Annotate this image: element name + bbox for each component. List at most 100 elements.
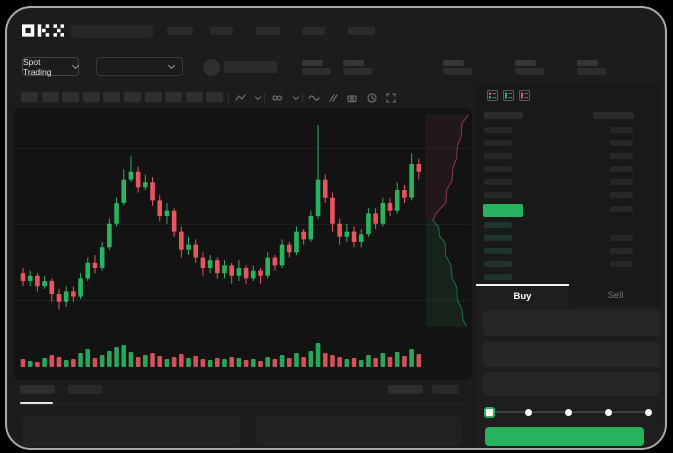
gridline [16, 224, 470, 225]
bid-row-amount-placeholder[interactable] [610, 235, 633, 241]
slider-handle[interactable] [483, 406, 495, 418]
timeframe-button-placeholder[interactable] [21, 92, 38, 102]
ticker-stat-value-placeholder [515, 68, 544, 75]
orderbook-asks-icon[interactable] [519, 90, 530, 101]
slider-stop[interactable] [565, 408, 572, 416]
ticker-stat-label-placeholder [443, 60, 464, 66]
bid-row-price-placeholder[interactable] [484, 235, 512, 241]
timeframe-button-placeholder[interactable] [165, 92, 183, 102]
candlestick-chart[interactable] [20, 112, 423, 333]
ask-row-amount-placeholder[interactable] [610, 153, 633, 159]
ask-row-price-placeholder[interactable] [484, 166, 512, 172]
nav-item-placeholder[interactable] [302, 27, 325, 35]
ask-row-price-placeholder[interactable] [484, 179, 512, 185]
slider-stop[interactable] [644, 408, 652, 416]
history-icon[interactable] [366, 92, 378, 104]
pair-name-placeholder [224, 61, 277, 73]
pair-dropdown[interactable] [96, 57, 183, 76]
volume-bars [20, 339, 423, 367]
ask-row-price-placeholder[interactable] [484, 140, 512, 146]
bid-row-price-placeholder[interactable] [484, 261, 512, 267]
timeframe-button-placeholder[interactable] [62, 92, 80, 102]
timeframe-button-placeholder[interactable] [103, 92, 121, 102]
order-input-placeholder[interactable] [483, 341, 659, 367]
order-input-placeholder[interactable] [483, 310, 659, 336]
fullscreen-icon[interactable] [385, 92, 397, 104]
ask-row-amount-placeholder[interactable] [610, 192, 633, 198]
ask-row-price-placeholder[interactable] [484, 127, 512, 133]
depth-chart [426, 110, 471, 331]
ticker-stat-value-placeholder [343, 68, 372, 75]
chevron-down-icon[interactable] [290, 92, 302, 104]
ticker-stat-value-placeholder [443, 68, 472, 75]
ticker-stat-label-placeholder [577, 60, 598, 66]
ask-row-amount-placeholder[interactable] [610, 127, 633, 133]
ask-row-amount-placeholder[interactable] [610, 166, 633, 172]
timeframe-button-placeholder[interactable] [124, 92, 141, 102]
nav-item-placeholder[interactable] [348, 27, 375, 35]
device-frame: Spot Trading Buy [5, 6, 667, 450]
ticker-stat-value-placeholder [577, 68, 606, 75]
bid-row-price-placeholder[interactable] [484, 248, 512, 254]
ask-row-amount-placeholder[interactable] [610, 179, 633, 185]
orderbook-bids-icon[interactable] [503, 90, 514, 101]
chevron-down-icon[interactable] [252, 92, 264, 104]
camera-icon[interactable] [346, 92, 358, 104]
divider [14, 404, 466, 405]
ticker-stat-label-placeholder [515, 60, 536, 66]
sell-tab-label: Sell [607, 290, 624, 301]
bottom-action-placeholder[interactable] [388, 385, 423, 394]
ask-row-price-placeholder[interactable] [484, 192, 512, 198]
bottom-tab-placeholder[interactable] [68, 385, 102, 394]
bottom-tab-placeholder[interactable] [20, 385, 55, 394]
chart-card [14, 108, 472, 380]
market-type-selector[interactable]: Spot Trading [22, 56, 80, 77]
ask-row-amount-placeholder[interactable] [610, 140, 633, 146]
divider [264, 93, 265, 103]
ticker-stat-value-placeholder [302, 68, 331, 75]
bottom-action-placeholder[interactable] [432, 385, 459, 394]
ticker-stat-label-placeholder [343, 60, 364, 66]
app-window: Spot Trading Buy [7, 8, 665, 448]
nav-item-placeholder[interactable] [167, 27, 193, 35]
bid-row-amount-placeholder[interactable] [610, 261, 633, 267]
orderbook-combined-icon[interactable] [487, 90, 498, 101]
nav-item-placeholder[interactable] [210, 27, 233, 35]
bid-row-price-placeholder[interactable] [484, 274, 512, 280]
divider [302, 93, 303, 103]
slider-stop[interactable] [525, 408, 533, 416]
chevron-down-icon [72, 62, 80, 69]
order-input-placeholder[interactable] [483, 372, 659, 396]
tab-buy[interactable]: Buy [476, 284, 569, 307]
tab-sell[interactable]: Sell [569, 284, 662, 307]
timeframe-button-placeholder[interactable] [41, 92, 59, 102]
coin-avatar [203, 59, 220, 76]
buy-tab-label: Buy [513, 291, 532, 302]
bid-row-amount-placeholder[interactable] [610, 206, 633, 212]
wave-icon[interactable] [308, 92, 320, 104]
timeframe-button-placeholder[interactable] [144, 92, 162, 102]
market-type-label: Spot Trading [23, 56, 52, 77]
last-price-badge[interactable] [483, 204, 523, 217]
timeframe-button-placeholder[interactable] [206, 92, 224, 102]
active-tab-underline [20, 402, 53, 404]
trade-panel [476, 284, 662, 448]
submit-buy-button[interactable] [485, 427, 644, 446]
ask-row-price-placeholder[interactable] [484, 153, 512, 159]
bid-row-amount-placeholder[interactable] [610, 248, 633, 254]
line-style-icon[interactable] [234, 92, 246, 104]
bid-row-price-placeholder[interactable] [484, 222, 512, 228]
timeframe-button-placeholder[interactable] [185, 92, 203, 102]
chevron-down-icon [167, 61, 176, 70]
slider-stop[interactable] [604, 408, 612, 416]
orderbook-price-header-placeholder [484, 112, 523, 119]
timeframe-button-placeholder[interactable] [82, 92, 100, 102]
nav-item-placeholder[interactable] [256, 27, 280, 35]
okx-logo [22, 24, 64, 37]
search-bar-placeholder[interactable] [70, 25, 154, 38]
compare-icon[interactable] [327, 92, 339, 104]
orders-panel-placeholder [256, 416, 462, 446]
indicator-icon[interactable] [271, 92, 283, 104]
divider [228, 93, 229, 103]
